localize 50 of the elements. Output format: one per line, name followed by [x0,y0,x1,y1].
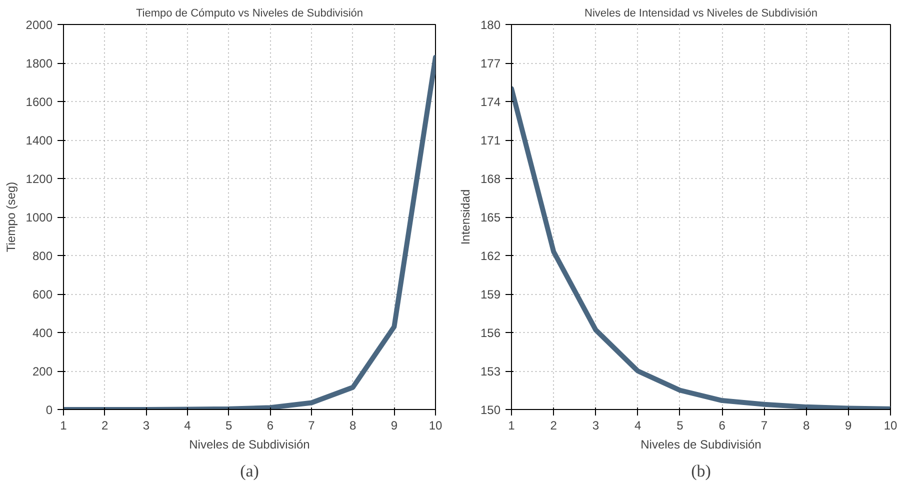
x-tick-label: 6 [718,418,726,432]
y-axis-title: Intensidad [458,189,472,245]
x-tick-label: 5 [676,418,684,432]
x-tick-label: 7 [308,418,316,432]
x-tick-label: 1 [508,418,516,432]
y-tick-label: 174 [480,95,501,109]
x-tick-label: 3 [592,418,600,432]
y-tick-label: 180 [480,18,501,32]
x-axis-title: Niveles de Subdivisión [640,438,762,452]
x-tick-label: 4 [184,418,192,432]
y-tick-label: 1800 [26,56,53,70]
y-tick-label: 2000 [26,18,53,32]
x-tick-label: 2 [101,418,108,432]
x-tick-label: 1 [60,418,68,432]
y-tick-label: 153 [480,364,501,378]
x-tick-label: 4 [634,418,642,432]
x-tick-label: 9 [390,418,398,432]
x-tick-label: 8 [349,418,356,432]
y-tick-label: 400 [32,326,53,340]
y-tick-label: 800 [32,249,53,263]
x-tick-label: 3 [142,418,150,432]
y-tick-label: 600 [32,288,53,302]
x-axis-title: Niveles de Subdivisión [189,438,310,452]
y-tick-label: 165 [480,210,501,224]
y-tick-label: 1000 [26,210,53,224]
x-tick-label: 7 [760,418,768,432]
y-axis-title: Tiempo (seg) [4,182,18,252]
x-tick-label: 10 [428,418,442,432]
y-tick-label: 162 [480,249,501,263]
y-tick-label: 1600 [26,95,53,109]
x-tick-label: 10 [884,418,898,432]
text: (b) [691,462,711,480]
x-tick-label: 2 [550,418,558,432]
y-tick-label: 156 [480,326,501,340]
y-tick-label: 177 [480,56,501,70]
text: (a) [240,462,259,480]
y-tick-label: 1400 [26,134,53,148]
x-tick-label: 9 [845,418,852,432]
x-tick-label: 8 [802,418,810,432]
y-tick-label: 0 [46,403,53,417]
y-tick-label: 200 [32,364,53,378]
y-tick-label: 150 [480,403,501,417]
y-tick-label: 1200 [26,172,53,186]
x-tick-label: 5 [225,418,232,432]
chart-title: Tiempo de Cómputo vs Niveles de Subdivisión [136,8,364,20]
chart-title: Niveles de Intensidad vs Niveles de Subdivisión [584,8,818,20]
y-tick-label: 168 [480,172,501,186]
x-tick-label: 6 [266,418,274,432]
y-tick-label: 159 [480,288,501,302]
y-tick-label: 171 [480,134,501,148]
